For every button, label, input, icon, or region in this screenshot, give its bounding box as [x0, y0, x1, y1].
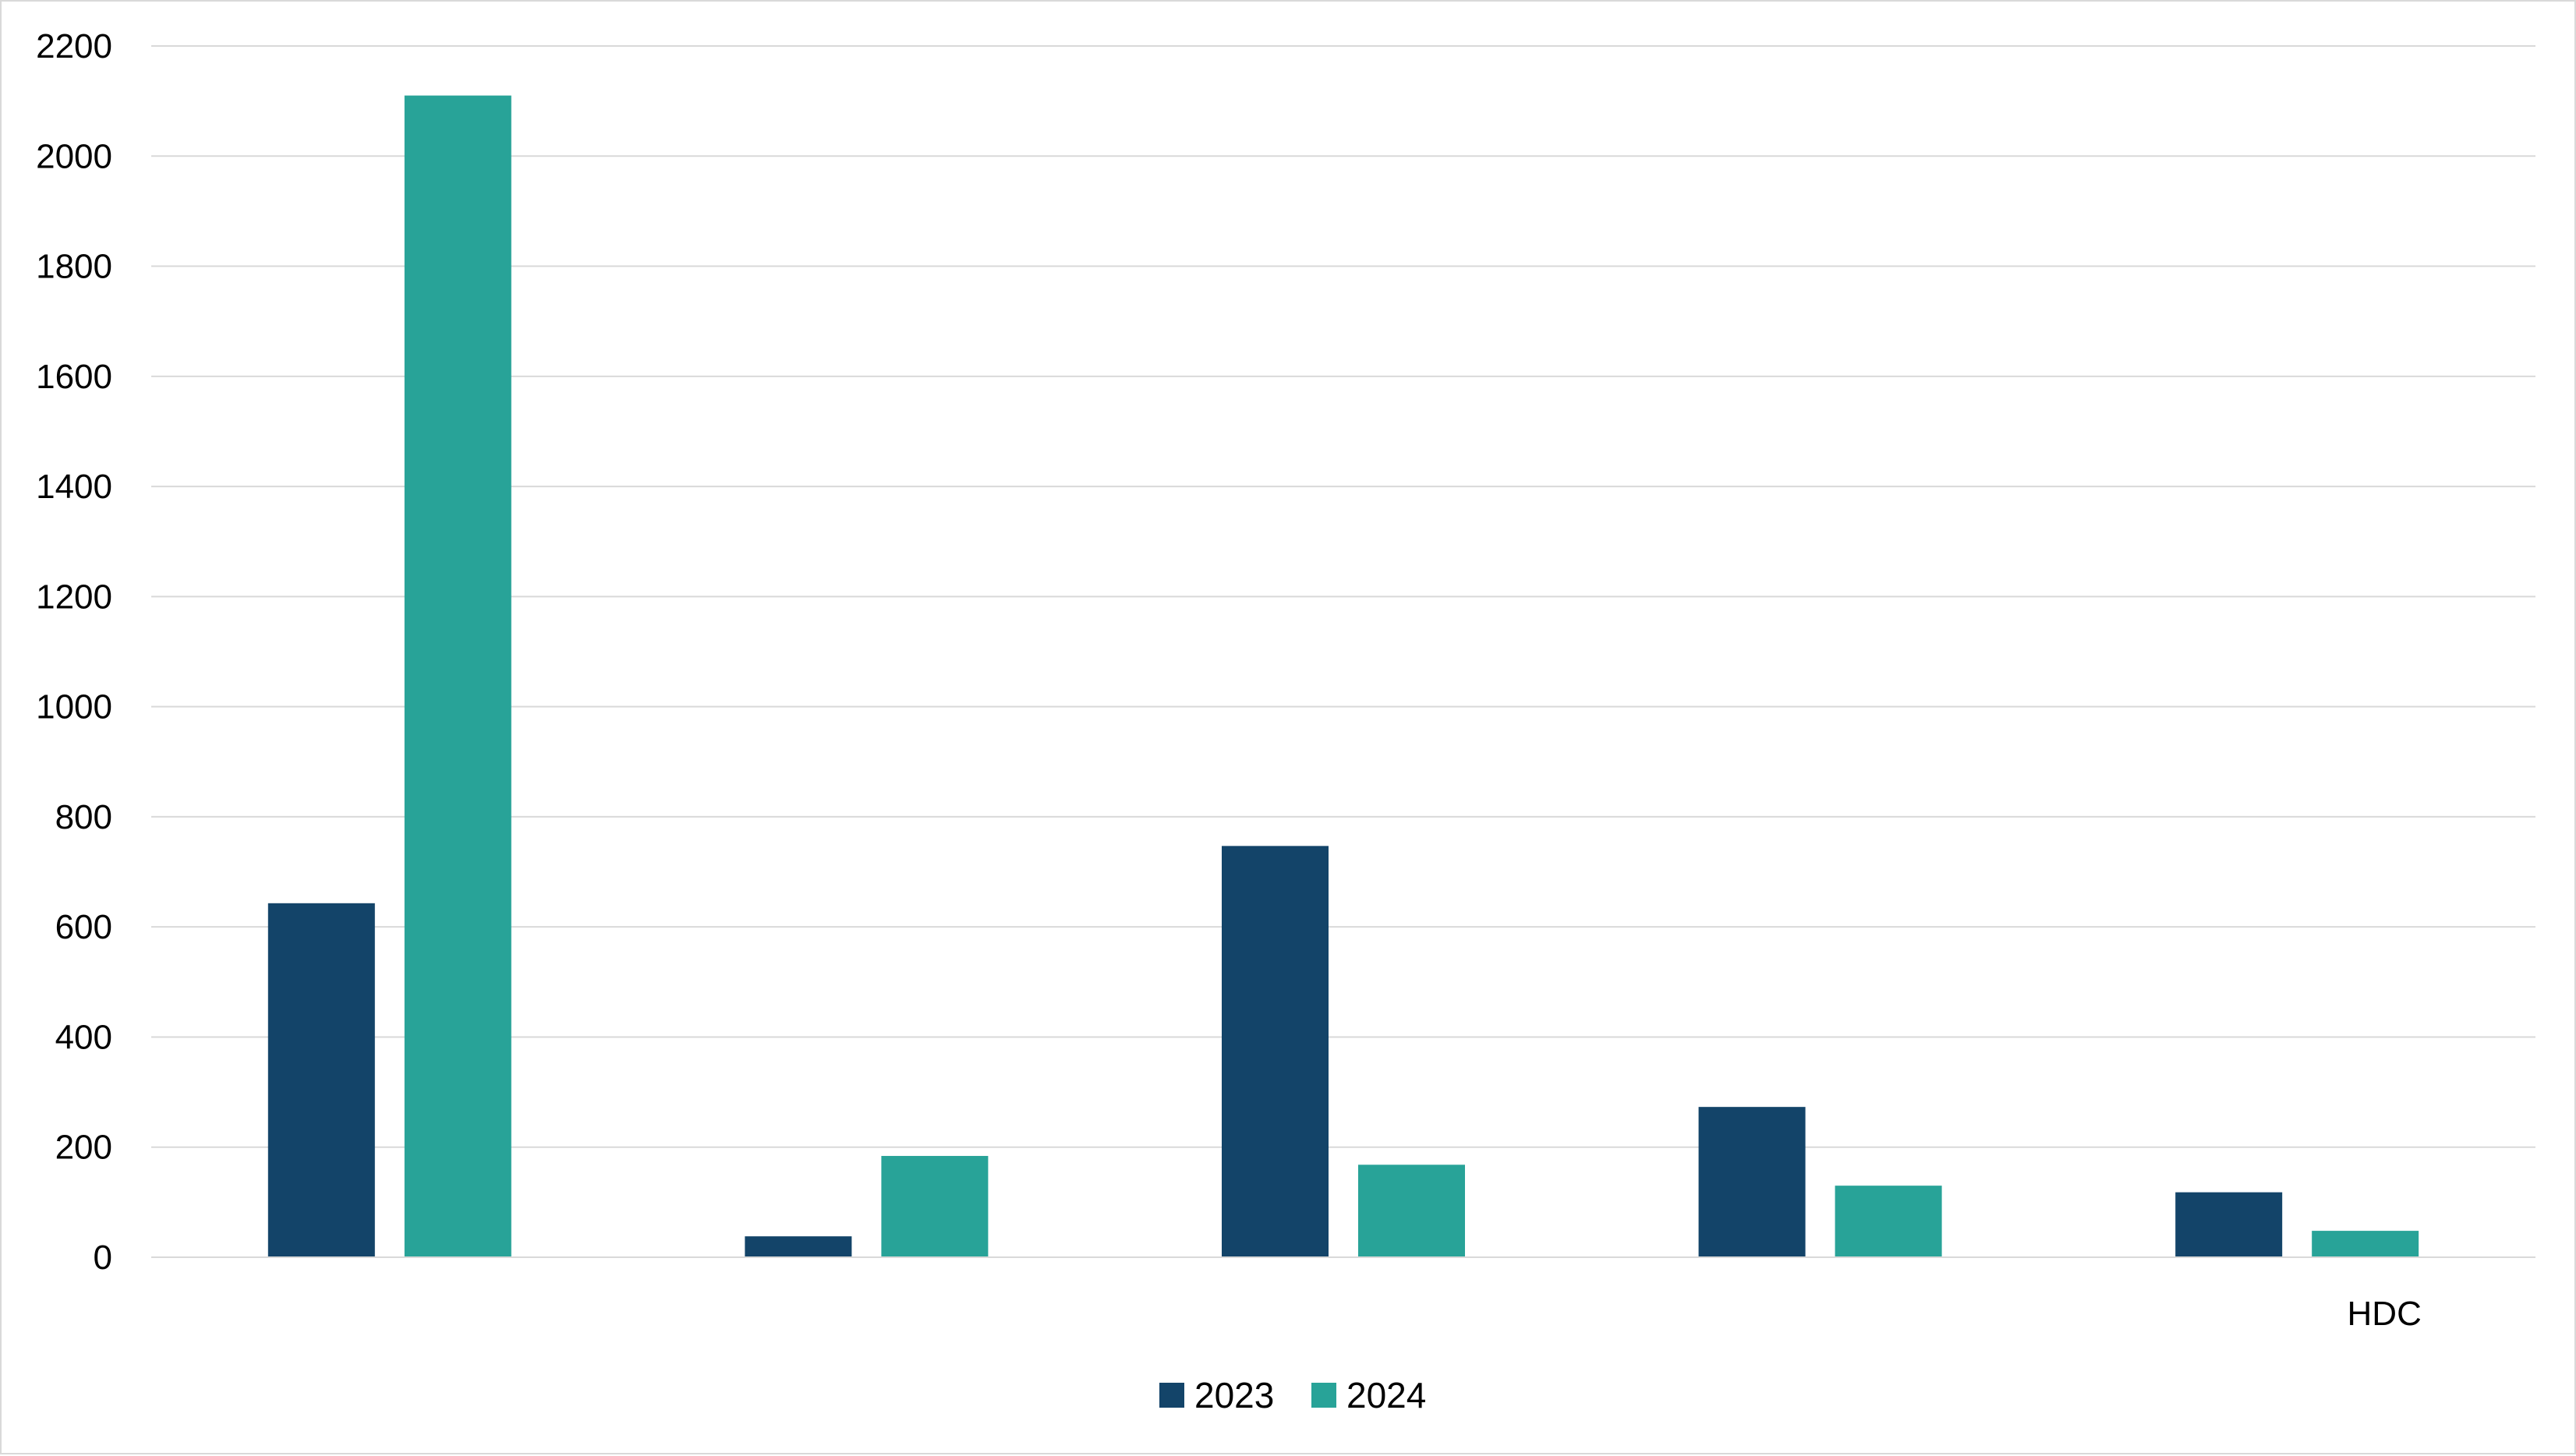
legend: 2023 2024	[1159, 1375, 1426, 1415]
y-tick-label: 2000	[36, 137, 112, 175]
y-tick-label: 1200	[36, 578, 112, 616]
y-axis-ticks: 0 200 400 600 800 1000 1200 1400 1600 1800 2000 220…	[36, 27, 112, 1277]
y-tick-label: 200	[55, 1129, 112, 1167]
y-tick-label: 2200	[36, 27, 112, 65]
x-category-label: HDC	[2348, 1295, 2422, 1333]
bar-2023-0	[267, 903, 375, 1257]
category-labels: HDC	[2348, 1295, 2422, 1333]
gridlines	[151, 45, 2535, 1148]
legend-swatch-2023	[1159, 1383, 1184, 1408]
legend-swatch-2024	[1311, 1383, 1336, 1408]
bar-2024-0	[404, 95, 511, 1257]
bars	[267, 95, 2419, 1257]
bar-2024-1	[881, 1156, 989, 1257]
bar-2024-3	[1835, 1186, 1942, 1257]
y-tick-label: 0	[94, 1239, 112, 1277]
y-tick-label: 600	[55, 908, 112, 946]
y-tick-label: 1400	[36, 468, 112, 506]
legend-label-2024: 2024	[1346, 1375, 1426, 1415]
legend-label-2023: 2023	[1194, 1375, 1274, 1415]
y-tick-label: 400	[55, 1018, 112, 1056]
y-tick-label: 1800	[36, 248, 112, 286]
bar-2024-2	[1358, 1164, 1465, 1257]
bar-2023-3	[1698, 1107, 1806, 1257]
bar-2024-4	[2312, 1231, 2419, 1257]
bar-2023-4	[2175, 1192, 2283, 1257]
y-tick-label: 1600	[36, 358, 112, 396]
bar-2023-1	[745, 1236, 852, 1257]
bar-2023-2	[1222, 846, 1329, 1257]
y-tick-label: 1000	[36, 688, 112, 726]
y-tick-label: 800	[55, 798, 112, 836]
